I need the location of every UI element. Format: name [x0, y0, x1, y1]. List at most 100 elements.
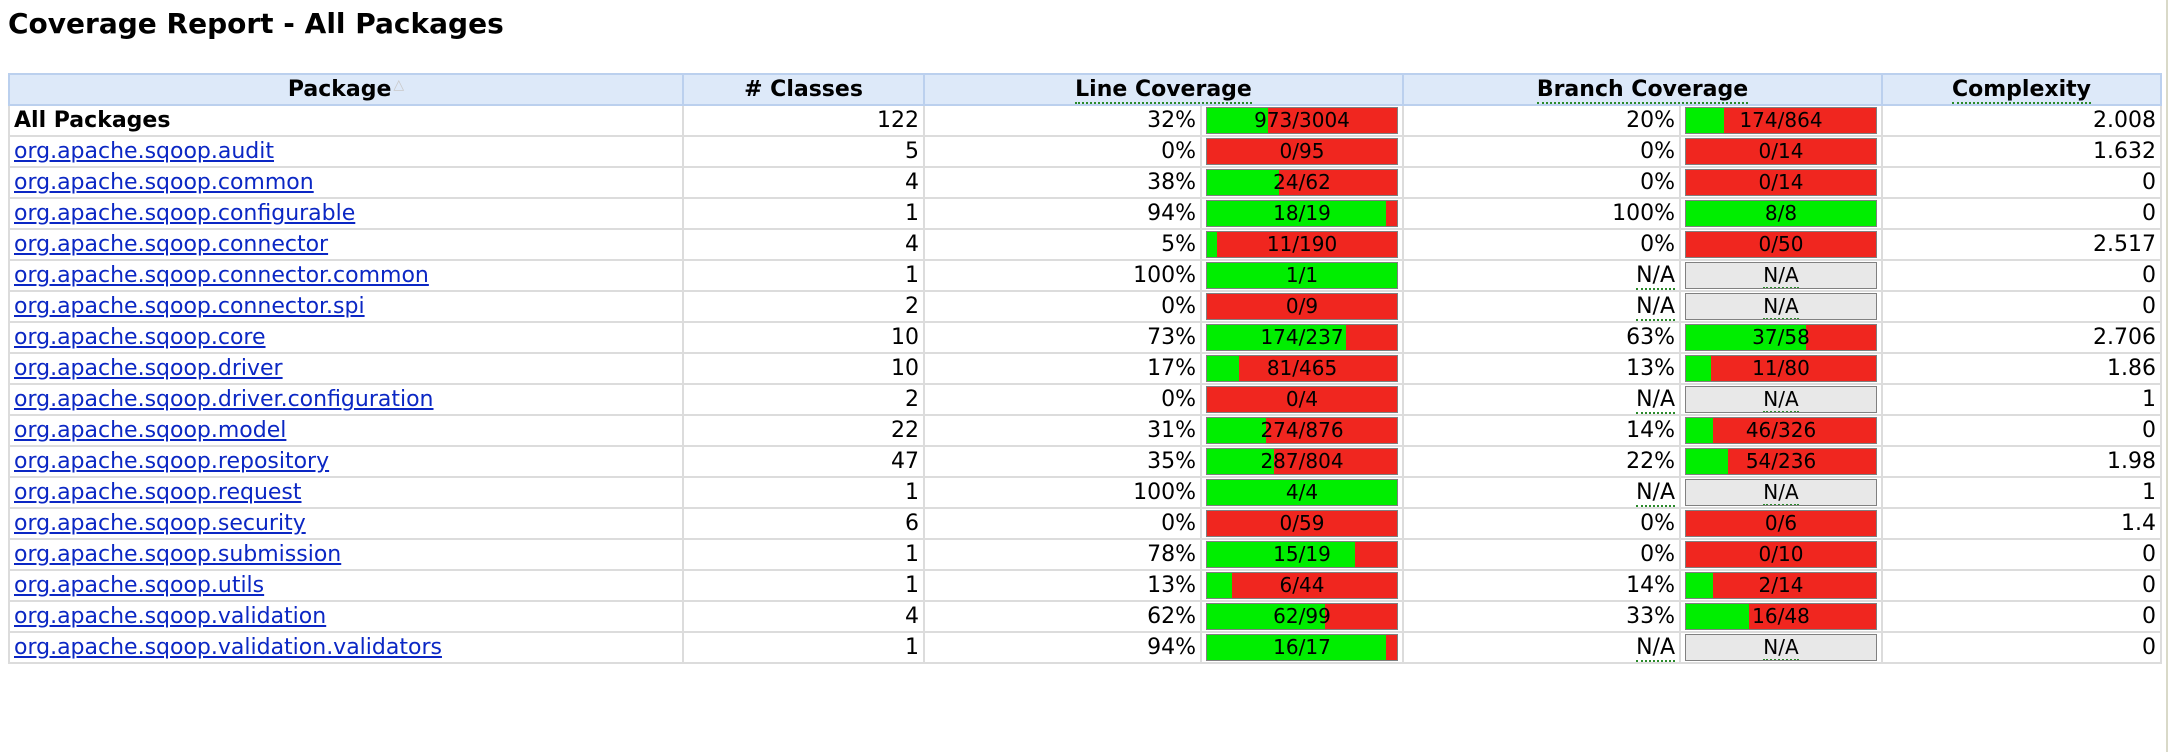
table-row: org.apache.sqoop.connector.common 1 100%…	[8, 259, 2162, 292]
column-header-classes[interactable]: # Classes	[682, 73, 925, 106]
complexity-value: 0	[1881, 290, 2162, 323]
branch-coverage-percent-value: 0%	[1640, 542, 1675, 567]
line-coverage-bar-fill	[1207, 108, 1268, 133]
branch-coverage-percent: 14%	[1402, 414, 1681, 447]
complexity-value: 2.517	[1881, 228, 2162, 261]
column-header-complexity[interactable]: Complexity	[1881, 73, 2162, 106]
line-coverage-bar: 287/804	[1206, 448, 1398, 475]
branch-coverage-bar-cell: 54/236	[1679, 445, 1883, 478]
column-header-complexity-label[interactable]: Complexity	[1952, 77, 2091, 103]
line-coverage-fraction: 287/804	[1260, 449, 1344, 473]
branch-coverage-fraction-value: N/A	[1763, 480, 1799, 505]
column-header-branch-coverage[interactable]: Branch Coverage	[1402, 73, 1883, 106]
branch-coverage-bar-fill	[1686, 108, 1724, 133]
package-link[interactable]: org.apache.sqoop.submission	[14, 542, 342, 567]
complexity-value: 0	[1881, 538, 2162, 571]
line-coverage-bar-cell: 15/19	[1200, 538, 1404, 571]
branch-coverage-bar: 174/864	[1685, 107, 1877, 134]
line-coverage-percent: 100%	[923, 259, 1202, 292]
branch-coverage-fraction-value: 0/14	[1758, 139, 1804, 163]
line-coverage-bar-fill	[1207, 325, 1346, 350]
branch-coverage-percent-value: 14%	[1626, 418, 1675, 443]
package-link[interactable]: org.apache.sqoop.connector.common	[14, 263, 429, 288]
branch-coverage-fraction: N/A	[1686, 480, 1876, 505]
package-name-cell: org.apache.sqoop.model	[8, 414, 684, 447]
branch-coverage-percent-value: 14%	[1626, 573, 1675, 598]
classes-count: 47	[682, 445, 925, 478]
package-link[interactable]: org.apache.sqoop.model	[14, 418, 287, 443]
package-link[interactable]: org.apache.sqoop.audit	[14, 139, 275, 164]
branch-coverage-bar-cell: N/A	[1679, 476, 1883, 509]
column-header-branch-coverage-label[interactable]: Branch Coverage	[1536, 77, 1749, 103]
package-name-cell: org.apache.sqoop.security	[8, 507, 684, 540]
complexity-value: 1.632	[1881, 135, 2162, 168]
branch-coverage-bar: N/A	[1685, 386, 1877, 413]
line-coverage-bar-fill	[1207, 263, 1397, 288]
branch-coverage-bar-cell: 0/14	[1679, 166, 1883, 199]
package-link[interactable]: org.apache.sqoop.repository	[14, 449, 330, 474]
package-link[interactable]: org.apache.sqoop.driver	[14, 356, 283, 381]
branch-coverage-bar-cell: 0/14	[1679, 135, 1883, 168]
branch-coverage-fraction-value: N/A	[1763, 635, 1799, 660]
line-coverage-fraction: 6/44	[1279, 573, 1325, 597]
line-coverage-percent: 0%	[923, 135, 1202, 168]
branch-coverage-fraction-value: N/A	[1763, 387, 1799, 412]
branch-coverage-percent-value: N/A	[1636, 263, 1675, 289]
line-coverage-fraction: 18/19	[1273, 201, 1331, 225]
line-coverage-bar-cell: 174/237	[1200, 321, 1404, 354]
complexity-value: 0	[1881, 569, 2162, 602]
line-coverage-fraction: 62/99	[1273, 604, 1331, 628]
column-header-line-coverage[interactable]: Line Coverage	[923, 73, 1404, 106]
complexity-value: 2.008	[1881, 104, 2162, 137]
package-link[interactable]: org.apache.sqoop.request	[14, 480, 302, 505]
package-link[interactable]: org.apache.sqoop.core	[14, 325, 266, 350]
branch-coverage-fraction-value: 46/326	[1745, 418, 1817, 442]
package-link[interactable]: org.apache.sqoop.validation.validators	[14, 635, 442, 660]
branch-coverage-bar-fill	[1686, 325, 1806, 350]
package-link[interactable]: org.apache.sqoop.connector	[14, 232, 329, 257]
branch-coverage-bar: N/A	[1685, 634, 1877, 661]
sort-ascending-icon[interactable]: △	[393, 77, 405, 93]
package-link[interactable]: org.apache.sqoop.common	[14, 170, 314, 195]
column-header-line-coverage-label[interactable]: Line Coverage	[1075, 77, 1252, 103]
branch-coverage-bar-cell: N/A	[1679, 383, 1883, 416]
column-header-classes-label[interactable]: # Classes	[744, 77, 863, 102]
complexity-value: 1	[1881, 476, 2162, 509]
line-coverage-bar: 274/876	[1206, 417, 1398, 444]
line-coverage-bar-cell: 274/876	[1200, 414, 1404, 447]
package-link[interactable]: org.apache.sqoop.driver.configuration	[14, 387, 434, 412]
classes-count: 1	[682, 197, 925, 230]
branch-coverage-percent: 0%	[1402, 507, 1681, 540]
table-row: org.apache.sqoop.driver 10 17% 81/465 13…	[8, 352, 2162, 385]
branch-coverage-fraction: 0/50	[1686, 232, 1876, 257]
package-link[interactable]: org.apache.sqoop.validation	[14, 604, 327, 629]
branch-coverage-fraction: 46/326	[1686, 418, 1876, 443]
branch-coverage-percent: 33%	[1402, 600, 1681, 633]
line-coverage-percent: 73%	[923, 321, 1202, 354]
line-coverage-bar: 0/9	[1206, 293, 1398, 320]
column-header-package[interactable]: Package △	[8, 73, 684, 106]
branch-coverage-fraction: 2/14	[1686, 573, 1876, 598]
branch-coverage-fraction-value: 54/236	[1745, 449, 1817, 473]
line-coverage-bar: 81/465	[1206, 355, 1398, 382]
package-link[interactable]: org.apache.sqoop.utils	[14, 573, 265, 598]
table-row: org.apache.sqoop.common 4 38% 24/62 0% 0…	[8, 166, 2162, 199]
branch-coverage-fraction-value: N/A	[1763, 294, 1799, 319]
package-link[interactable]: org.apache.sqoop.connector.spi	[14, 294, 365, 319]
branch-coverage-bar: N/A	[1685, 293, 1877, 320]
package-name-cell: org.apache.sqoop.validation.validators	[8, 631, 684, 664]
column-header-package-label[interactable]: Package	[287, 77, 392, 102]
classes-count: 6	[682, 507, 925, 540]
line-coverage-bar-cell: 4/4	[1200, 476, 1404, 509]
branch-coverage-bar: 0/14	[1685, 169, 1877, 196]
complexity-value: 0	[1881, 197, 2162, 230]
branch-coverage-bar-cell: 46/326	[1679, 414, 1883, 447]
package-name-cell: org.apache.sqoop.connector	[8, 228, 684, 261]
classes-count: 2	[682, 290, 925, 323]
table-row: org.apache.sqoop.utils 1 13% 6/44 14% 2/…	[8, 569, 2162, 602]
table-body: All Packages 122 32% 973/3004 20% 174/86…	[8, 104, 2162, 664]
branch-coverage-bar-cell: 11/80	[1679, 352, 1883, 385]
line-coverage-bar-cell: 6/44	[1200, 569, 1404, 602]
package-link[interactable]: org.apache.sqoop.configurable	[14, 201, 356, 226]
package-link[interactable]: org.apache.sqoop.security	[14, 511, 306, 536]
